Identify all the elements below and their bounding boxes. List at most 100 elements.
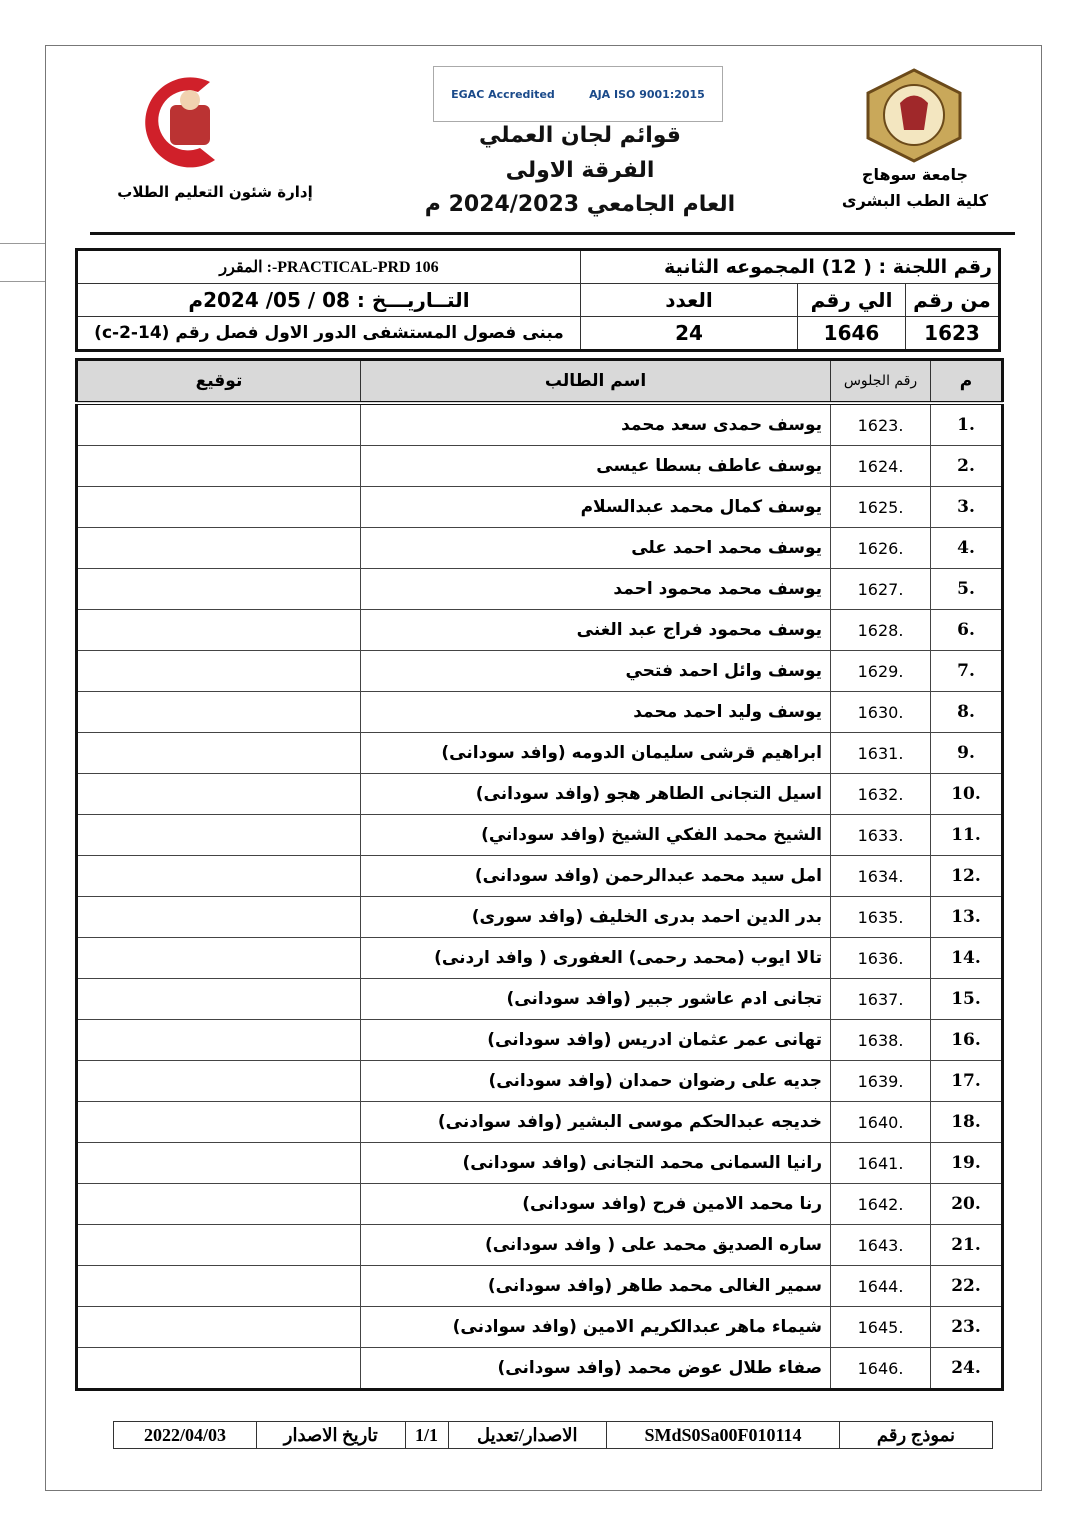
student-name: جديه على رضوان حمدان (وافد سودانى)	[360, 1060, 831, 1102]
faculty-of-medicine-logo	[145, 77, 215, 168]
signature-cell[interactable]	[76, 568, 361, 610]
seat-number: 1645.	[830, 1306, 931, 1348]
student-name: تالا ايوب (محمد رحمى) العفورى ( وافد ارد…	[360, 937, 831, 979]
row-number: .1	[930, 402, 1003, 446]
table-row: .13 1635. بدر الدين احمد بدرى الخليف (وا…	[76, 896, 1003, 938]
col-seat: رقم الجلوس	[830, 359, 931, 405]
signature-cell[interactable]	[76, 1265, 361, 1307]
signature-cell[interactable]	[76, 609, 361, 651]
seat-number: 1624.	[830, 445, 931, 487]
guide-line	[0, 243, 45, 244]
seat-number: 1639.	[830, 1060, 931, 1102]
row-number: .2	[930, 445, 1003, 487]
student-name: يوسف عاطف بسطا عيسى	[360, 445, 831, 487]
from-number: 1623	[905, 316, 1000, 351]
signature-cell[interactable]	[76, 1142, 361, 1184]
student-name: رانيا السمانى محمد التجانى (وافد سودانى)	[360, 1142, 831, 1184]
signature-cell[interactable]	[76, 691, 361, 733]
row-number: .6	[930, 609, 1003, 651]
student-name: تجانى ادم عاشور جبير (وافد سودانى)	[360, 978, 831, 1020]
table-row: .12 1634. امل سيد محمد عبدالرحمن (وافد س…	[76, 855, 1003, 897]
table-row: .14 1636. تالا ايوب (محمد رحمى) العفورى …	[76, 937, 1003, 979]
student-name: يوسف كمال محمد عبدالسلام	[360, 486, 831, 528]
exam-location: مبنى فصول المستشفى الدور الاول فصل رقم (…	[76, 316, 581, 351]
student-name: تهانى عمر عثمان ادريس (وافد سودانى)	[360, 1019, 831, 1061]
to-number: 1646	[797, 316, 906, 351]
row-number: .17	[930, 1060, 1003, 1102]
signature-cell[interactable]	[76, 445, 361, 487]
signature-cell[interactable]	[76, 1183, 361, 1225]
signature-cell[interactable]	[76, 773, 361, 815]
signature-cell[interactable]	[76, 855, 361, 897]
table-row: .1 1623. يوسف حمدى سعد محمد	[76, 402, 1003, 446]
from-label: من رقم	[905, 283, 1000, 317]
signature-cell[interactable]	[76, 1306, 361, 1348]
issue-date-label: تاريخ الاصدار	[256, 1421, 406, 1449]
row-number: .10	[930, 773, 1003, 815]
signature-cell[interactable]	[76, 1347, 361, 1390]
row-number: .9	[930, 732, 1003, 774]
seat-number: 1627.	[830, 568, 931, 610]
table-row: .3 1625. يوسف كمال محمد عبدالسلام	[76, 486, 1003, 528]
student-name: رنا محمد الامين فرح (وافد سودانى)	[360, 1183, 831, 1225]
issue-date: 2022/04/03	[113, 1421, 257, 1449]
table-row: .20 1642. رنا محمد الامين فرح (وافد سودا…	[76, 1183, 1003, 1225]
version-label: الاصدار/تعديل	[447, 1421, 608, 1449]
row-number: .11	[930, 814, 1003, 856]
seat-number: 1634.	[830, 855, 931, 897]
seat-number: 1626.	[830, 527, 931, 569]
seat-number: 1633.	[830, 814, 931, 856]
seat-number: 1625.	[830, 486, 931, 528]
signature-cell[interactable]	[76, 1101, 361, 1143]
seat-number: 1636.	[830, 937, 931, 979]
signature-cell[interactable]	[76, 896, 361, 938]
table-row: .17 1639. جديه على رضوان حمدان (وافد سود…	[76, 1060, 1003, 1102]
student-name: يوسف محمود فراج عبد الغنى	[360, 609, 831, 651]
accreditation-logos: EGAC Accredited AJA ISO 9001:2015	[433, 66, 723, 122]
signature-cell[interactable]	[76, 1019, 361, 1061]
guide-line	[0, 281, 45, 282]
table-row: .5 1627. يوسف محمد محمود احمد	[76, 568, 1003, 610]
student-name: اسيل التجانى الطاهر هجو (وافد سودانى)	[360, 773, 831, 815]
row-number: .12	[930, 855, 1003, 897]
col-signature: توقيع	[76, 359, 361, 405]
col-number: م	[930, 359, 1003, 405]
row-number: .13	[930, 896, 1003, 938]
sohag-university-seal-logo	[866, 68, 962, 163]
form-footer-table: نموذج رقم SMdS0Sa00F010114 الاصدار/تعديل…	[113, 1421, 993, 1449]
student-name: خديجه عبدالحكم موسى البشير (وافد سوادنى)	[360, 1101, 831, 1143]
academic-year: العام الجامعي 2024/2023 م	[424, 192, 736, 217]
seat-number: 1642.	[830, 1183, 931, 1225]
student-name: يوسف وائل احمد فتحي	[360, 650, 831, 692]
signature-cell[interactable]	[76, 1224, 361, 1266]
signature-cell[interactable]	[76, 527, 361, 569]
signature-cell[interactable]	[76, 732, 361, 774]
form-number: SMdS0Sa00F010114	[606, 1421, 840, 1449]
page-frame	[45, 45, 1042, 1491]
seat-number: 1638.	[830, 1019, 931, 1061]
table-row: .21 1643. ساره الصديق محمد على ( وافد سو…	[76, 1224, 1003, 1266]
students-table: م رقم الجلوس اسم الطالب توقيع .1 1623. ي…	[75, 358, 1004, 1391]
form-number-label: نموذج رقم	[839, 1421, 993, 1449]
count-label: العدد	[580, 283, 798, 317]
table-row: .8 1630. يوسف وليد احمد محمد	[76, 691, 1003, 733]
table-row: .16 1638. تهانى عمر عثمان ادريس (وافد سو…	[76, 1019, 1003, 1061]
committee-info-table: رقم اللجنة : ( 12) المجموعه الثانية PRAC…	[75, 248, 1001, 352]
student-name: الشيخ محمد الفكي الشيخ (وافد سوداني)	[360, 814, 831, 856]
signature-cell[interactable]	[76, 814, 361, 856]
seat-number: 1630.	[830, 691, 931, 733]
signature-cell[interactable]	[76, 937, 361, 979]
signature-cell[interactable]	[76, 650, 361, 692]
seat-number: 1644.	[830, 1265, 931, 1307]
table-row: .6 1628. يوسف محمود فراج عبد الغنى	[76, 609, 1003, 651]
egac-logo: EGAC Accredited	[451, 87, 555, 101]
row-number: .21	[930, 1224, 1003, 1266]
table-row: .2 1624. يوسف عاطف بسطا عيسى	[76, 445, 1003, 487]
signature-cell[interactable]	[76, 1060, 361, 1102]
signature-cell[interactable]	[76, 978, 361, 1020]
student-name: ساره الصديق محمد على ( وافد سودانى)	[360, 1224, 831, 1266]
signature-cell[interactable]	[76, 486, 361, 528]
student-name: سمير الغالى محمد طاهر (وافد سودانى)	[360, 1265, 831, 1307]
student-count: 24	[580, 316, 798, 351]
signature-cell[interactable]	[76, 402, 361, 446]
